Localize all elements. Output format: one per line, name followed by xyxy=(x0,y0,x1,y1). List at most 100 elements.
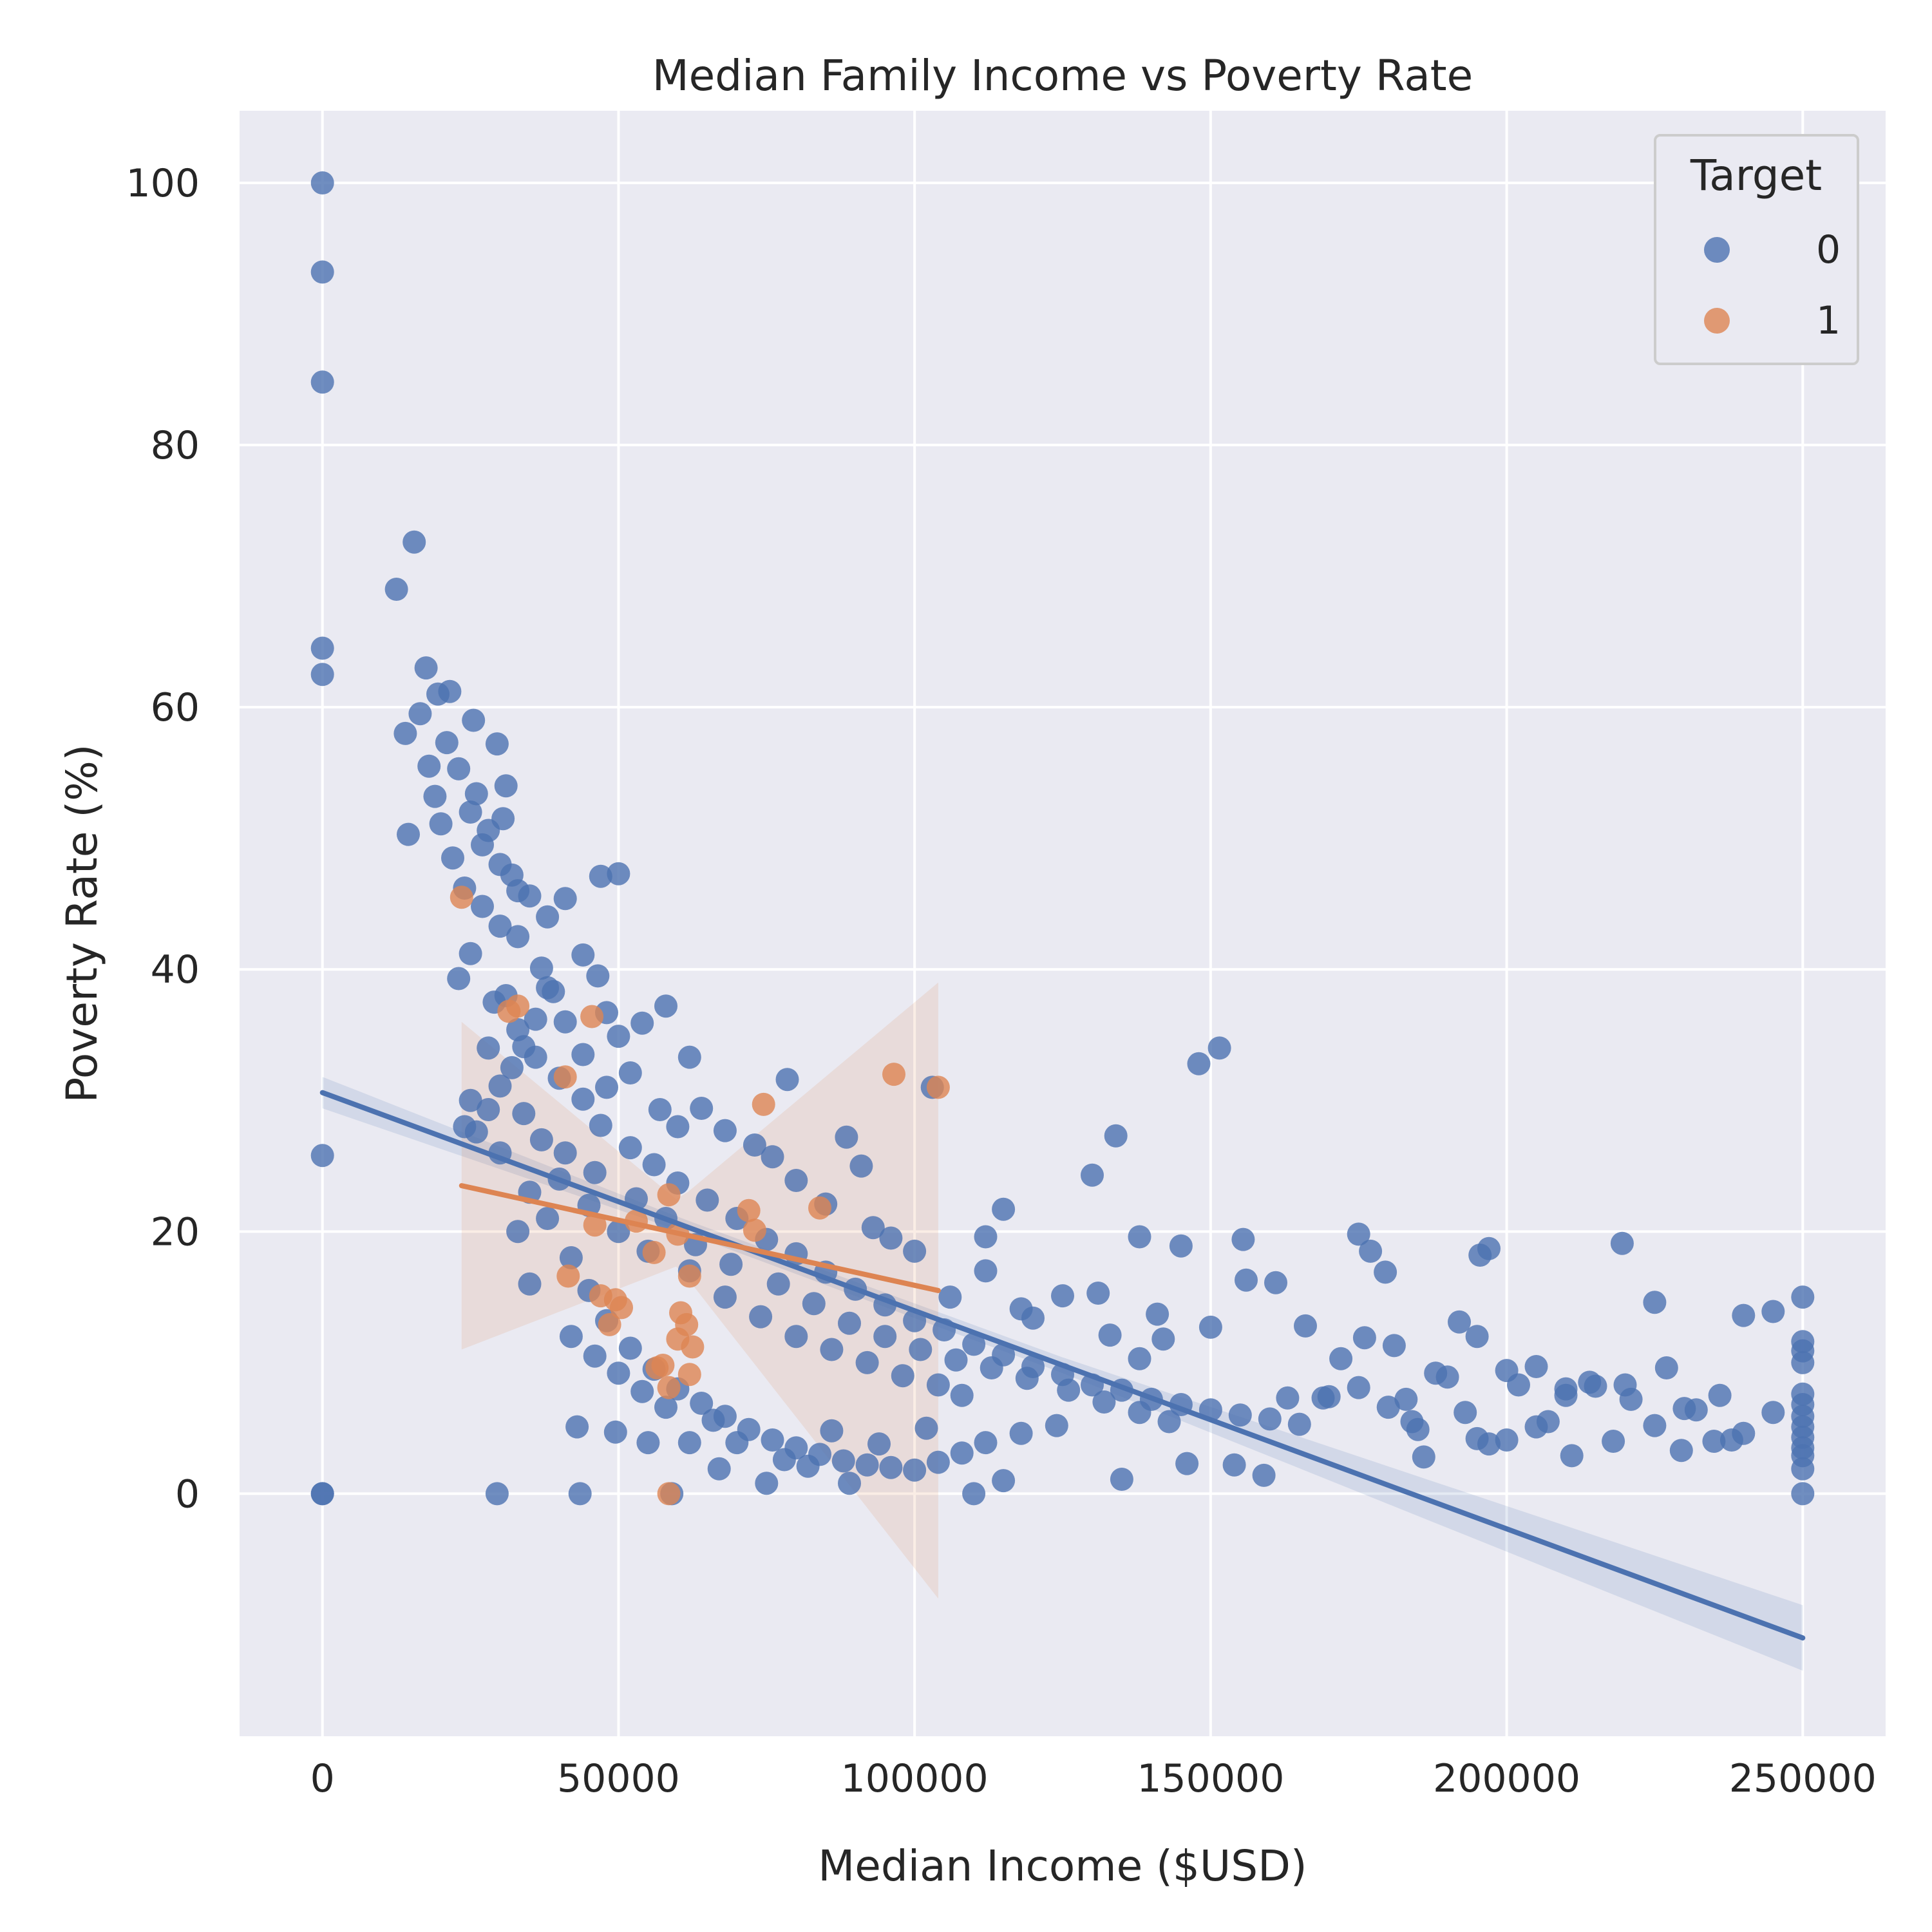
data-point-0 xyxy=(690,1392,714,1415)
y-tick-label: 80 xyxy=(151,423,200,468)
data-point-0 xyxy=(1376,1396,1400,1419)
data-point-0 xyxy=(849,1154,873,1178)
data-point-0 xyxy=(1359,1239,1383,1263)
data-point-0 xyxy=(992,1469,1016,1493)
data-point-0 xyxy=(1208,1036,1231,1060)
data-point-0 xyxy=(1128,1401,1151,1425)
x-tick-label: 100000 xyxy=(841,1756,989,1801)
data-point-0 xyxy=(725,1431,749,1455)
data-point-0 xyxy=(1465,1325,1489,1349)
data-point-0 xyxy=(607,862,630,886)
data-point-0 xyxy=(1374,1260,1397,1284)
data-point-0 xyxy=(583,1344,607,1368)
y-tick-label: 0 xyxy=(175,1472,200,1517)
data-point-0 xyxy=(1110,1468,1133,1491)
data-point-0 xyxy=(903,1239,927,1263)
data-point-0 xyxy=(1169,1234,1193,1258)
data-point-0 xyxy=(666,1115,690,1139)
y-tick-label: 20 xyxy=(151,1209,200,1255)
data-point-0 xyxy=(1231,1227,1255,1251)
data-point-0 xyxy=(677,1431,701,1455)
data-point-0 xyxy=(485,1482,509,1506)
data-point-0 xyxy=(529,956,553,980)
data-point-0 xyxy=(926,1450,950,1474)
data-point-0 xyxy=(974,1431,998,1455)
chart-title: Median Family Income vs Poverty Rate xyxy=(652,51,1473,100)
data-point-0 xyxy=(784,1325,808,1349)
data-point-0 xyxy=(677,1045,701,1069)
data-point-0 xyxy=(477,1036,500,1060)
data-point-0 xyxy=(1708,1383,1732,1407)
data-point-0 xyxy=(1643,1414,1667,1437)
data-point-0 xyxy=(553,1141,577,1165)
data-point-0 xyxy=(1394,1387,1418,1411)
legend-title: Target xyxy=(1690,151,1822,200)
data-point-0 xyxy=(310,636,334,660)
data-point-0 xyxy=(820,1419,844,1443)
x-tick-label: 200000 xyxy=(1433,1756,1580,1801)
data-point-1 xyxy=(677,1264,701,1288)
data-point-0 xyxy=(696,1188,719,1212)
data-point-1 xyxy=(681,1335,705,1359)
data-point-0 xyxy=(802,1292,826,1316)
data-point-0 xyxy=(553,1010,577,1034)
data-point-0 xyxy=(1352,1326,1376,1350)
data-point-0 xyxy=(512,1035,536,1059)
x-tick-label: 150000 xyxy=(1137,1756,1284,1801)
data-point-0 xyxy=(1264,1271,1287,1294)
data-point-0 xyxy=(310,171,334,194)
data-point-0 xyxy=(506,879,530,903)
data-point-0 xyxy=(1791,1482,1815,1506)
data-point-0 xyxy=(820,1338,844,1361)
data-point-0 xyxy=(310,663,334,687)
data-point-0 xyxy=(1643,1291,1667,1314)
data-point-0 xyxy=(944,1348,968,1372)
data-point-0 xyxy=(512,1102,536,1126)
data-point-0 xyxy=(861,1216,885,1240)
data-point-0 xyxy=(1086,1282,1110,1305)
data-point-0 xyxy=(1015,1367,1039,1390)
data-point-0 xyxy=(974,1225,998,1249)
legend-marker-1 xyxy=(1704,308,1730,334)
data-point-0 xyxy=(713,1119,737,1142)
confidence-band-0 xyxy=(322,1077,1803,1671)
data-point-0 xyxy=(950,1383,974,1407)
data-point-0 xyxy=(559,1246,583,1269)
data-point-0 xyxy=(1602,1430,1625,1453)
data-point-1 xyxy=(677,1363,701,1387)
data-point-0 xyxy=(471,833,494,857)
data-point-0 xyxy=(1684,1398,1708,1422)
data-point-0 xyxy=(1347,1376,1370,1399)
plot-background xyxy=(240,111,1886,1736)
data-point-0 xyxy=(1791,1457,1815,1481)
data-point-0 xyxy=(903,1458,927,1482)
data-point-1 xyxy=(657,1482,681,1506)
data-point-0 xyxy=(938,1285,962,1309)
legend-box xyxy=(1654,134,1859,365)
data-point-0 xyxy=(464,782,488,806)
scatter-points xyxy=(310,171,1815,1506)
data-point-0 xyxy=(1669,1439,1693,1463)
data-point-0 xyxy=(855,1350,879,1374)
data-point-0 xyxy=(630,1379,654,1403)
data-point-0 xyxy=(618,1136,642,1160)
data-point-0 xyxy=(775,1068,799,1092)
data-point-0 xyxy=(1057,1378,1081,1402)
data-point-0 xyxy=(603,1420,627,1444)
data-point-0 xyxy=(607,1220,630,1244)
data-point-0 xyxy=(1128,1225,1151,1249)
data-point-0 xyxy=(1294,1314,1317,1338)
data-point-0 xyxy=(761,1145,784,1169)
data-point-0 xyxy=(1654,1356,1678,1379)
data-point-0 xyxy=(529,1128,553,1151)
data-point-0 xyxy=(1009,1421,1033,1445)
data-point-0 xyxy=(1045,1414,1068,1437)
data-point-0 xyxy=(459,1088,482,1112)
data-point-0 xyxy=(1791,1350,1815,1374)
legend-marker-0 xyxy=(1704,237,1730,263)
data-point-0 xyxy=(909,1338,933,1361)
data-point-0 xyxy=(524,1007,547,1031)
data-point-0 xyxy=(719,1253,743,1276)
data-point-0 xyxy=(1454,1401,1477,1425)
